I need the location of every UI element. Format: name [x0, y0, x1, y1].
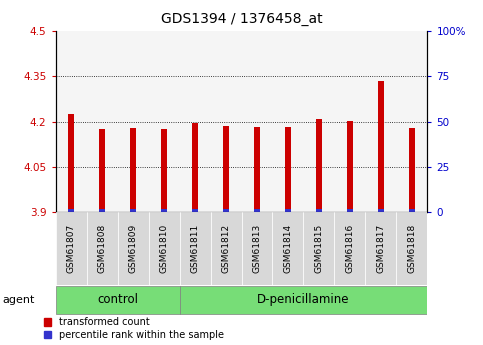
Text: GSM61816: GSM61816	[345, 224, 355, 273]
Bar	[223, 126, 229, 212]
Text: GSM61818: GSM61818	[408, 224, 416, 273]
Bar	[192, 122, 198, 212]
Text: GDS1394 / 1376458_at: GDS1394 / 1376458_at	[161, 12, 322, 26]
Bar	[192, 208, 198, 212]
Bar	[409, 128, 415, 212]
Bar	[68, 114, 74, 212]
Text: GSM61813: GSM61813	[253, 224, 261, 273]
Bar	[149, 31, 180, 212]
Bar	[211, 31, 242, 212]
Text: GSM61810: GSM61810	[159, 224, 169, 273]
Bar	[242, 31, 272, 212]
Bar	[130, 128, 136, 212]
Bar	[86, 212, 117, 285]
Bar	[56, 212, 86, 285]
Bar	[303, 212, 334, 285]
Bar	[254, 208, 260, 212]
Bar	[68, 208, 74, 212]
Bar	[117, 212, 149, 285]
Bar	[56, 31, 86, 212]
Bar	[378, 208, 384, 212]
Bar	[334, 212, 366, 285]
Bar	[303, 31, 334, 212]
Bar	[316, 119, 322, 212]
Text: GSM61811: GSM61811	[190, 224, 199, 273]
Bar	[366, 31, 397, 212]
Text: control: control	[97, 293, 138, 306]
Bar	[117, 31, 149, 212]
Bar	[366, 212, 397, 285]
Bar	[161, 208, 167, 212]
Bar	[180, 286, 427, 314]
Bar	[211, 212, 242, 285]
Text: GSM61817: GSM61817	[376, 224, 385, 273]
Bar	[378, 81, 384, 212]
Bar	[242, 212, 272, 285]
Bar	[180, 31, 211, 212]
Bar	[272, 212, 303, 285]
Bar	[149, 212, 180, 285]
Bar	[347, 121, 353, 212]
Bar	[397, 31, 427, 212]
Bar	[223, 208, 229, 212]
Text: GSM61812: GSM61812	[222, 224, 230, 273]
Bar	[285, 208, 291, 212]
Bar	[272, 31, 303, 212]
Text: GSM61807: GSM61807	[67, 224, 75, 273]
Bar	[316, 208, 322, 212]
Text: GSM61808: GSM61808	[98, 224, 107, 273]
Bar	[86, 31, 117, 212]
Bar	[56, 286, 180, 314]
Bar	[161, 129, 167, 212]
Bar	[99, 208, 105, 212]
Bar	[99, 129, 105, 212]
Bar	[409, 208, 415, 212]
Legend: transformed count, percentile rank within the sample: transformed count, percentile rank withi…	[43, 317, 224, 340]
Text: GSM61814: GSM61814	[284, 224, 293, 273]
Text: GSM61815: GSM61815	[314, 224, 324, 273]
Bar	[285, 127, 291, 212]
Bar	[180, 212, 211, 285]
Bar	[254, 127, 260, 212]
Text: D-penicillamine: D-penicillamine	[257, 293, 350, 306]
Bar	[130, 208, 136, 212]
Bar	[347, 208, 353, 212]
Bar	[334, 31, 366, 212]
Text: agent: agent	[2, 295, 35, 305]
Bar	[397, 212, 427, 285]
Text: GSM61809: GSM61809	[128, 224, 138, 273]
